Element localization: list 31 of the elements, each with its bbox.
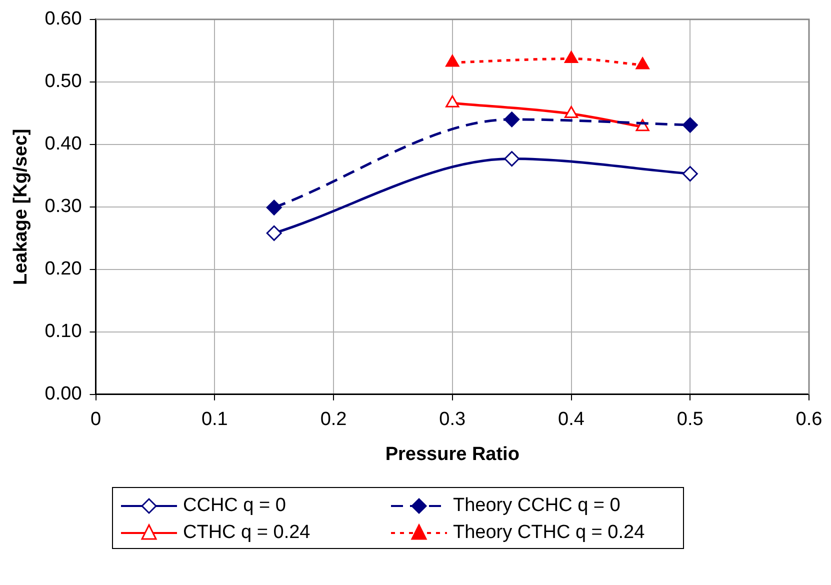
legend-label: Theory CTHC q = 0.24: [453, 522, 645, 544]
legend-label: Theory CCHC q = 0: [453, 494, 620, 516]
y-tick-label: 0.00: [44, 384, 82, 405]
x-tick-label: 0.5: [676, 409, 704, 430]
y-tick-label: 0.60: [44, 8, 82, 30]
y-tick-label: 0.10: [44, 321, 82, 342]
y-tick-label: 0.20: [44, 258, 82, 280]
point: [266, 225, 282, 241]
x-tick-label: 0.1: [201, 409, 228, 430]
x-tick-label: 0: [90, 409, 102, 430]
point: [266, 200, 282, 216]
point: [564, 51, 578, 64]
point: [504, 151, 520, 167]
point: [446, 54, 460, 67]
legend-label: CTHC q = 0.24: [183, 522, 310, 544]
point: [504, 112, 520, 128]
x-tick-label: 0.6: [796, 409, 822, 430]
x-tick-label: 0.3: [439, 409, 466, 430]
x-axis-title: Pressure Ratio: [385, 444, 520, 465]
y-tick-label: 0.40: [44, 134, 82, 155]
x-tick-label: 0.4: [558, 409, 585, 430]
x-tick-label: 0.2: [320, 409, 347, 430]
point: [446, 95, 460, 108]
point: [682, 166, 698, 182]
y-tick-label: 0.30: [44, 196, 82, 218]
y-tick-label: 0.50: [44, 71, 82, 92]
y-axis-title: Leakage [Kg/sec]: [10, 128, 32, 286]
legend-label: CCHC q = 0: [183, 494, 286, 516]
point: [636, 57, 650, 70]
point: [682, 117, 698, 133]
point: [564, 106, 578, 118]
